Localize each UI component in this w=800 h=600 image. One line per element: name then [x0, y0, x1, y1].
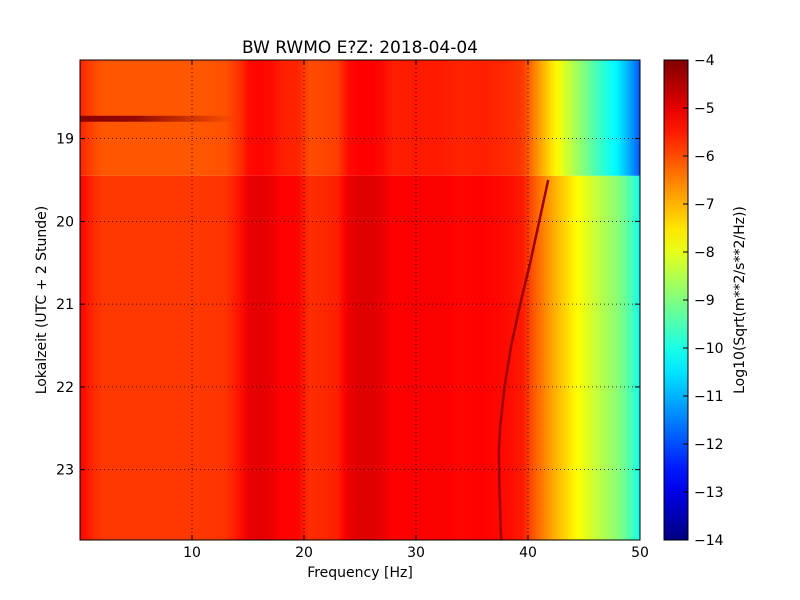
- colorbar-tick-label: −4: [694, 53, 715, 69]
- colorbar-tick-label: −7: [694, 197, 715, 213]
- time-segment: [80, 175, 640, 540]
- y-axis-ticks: 19 20 21 22 23: [56, 132, 640, 479]
- spectral-features: [80, 115, 550, 540]
- y-tick-label: 20: [56, 214, 74, 230]
- drifting-spectral-line: [497, 179, 550, 540]
- colorbar-tick-label: −12: [694, 437, 724, 453]
- x-tick-label: 30: [407, 545, 425, 561]
- colorbar-tick-label: −13: [694, 485, 724, 501]
- spectrogram-heatmap: [80, 60, 640, 540]
- colorbar-tick-label: −9: [694, 293, 715, 309]
- transient-band: [80, 115, 237, 122]
- x-axis-label: Frequency [Hz]: [307, 565, 413, 581]
- colorbar-label: Log10(Sqrt(m**2/s**2/Hz)): [732, 206, 748, 394]
- y-tick-label: 21: [56, 297, 74, 313]
- grid-lines: [80, 60, 640, 540]
- chart-title: BW RWMO E?Z: 2018-04-04: [242, 38, 478, 58]
- colorbar-tick-label: −10: [694, 341, 724, 357]
- y-tick-label: 19: [56, 132, 74, 148]
- x-tick-label: 50: [631, 545, 649, 561]
- x-tick-label: 20: [295, 545, 313, 561]
- plot-frame: [79, 59, 641, 541]
- colorbar-ticks: −4 −5 −6 −7 −8 −9 −10 −11 −12 −13 −14: [683, 53, 724, 549]
- colorbar-tick-label: −6: [694, 149, 715, 165]
- y-tick-label: 23: [56, 463, 74, 479]
- x-axis-ticks: 10 20 30 40 50: [183, 60, 649, 561]
- x-tick-label: 10: [183, 545, 201, 561]
- y-axis-label: Lokalzeit (UTC + 2 Stunde): [34, 206, 50, 395]
- colorbar-tick-label: −11: [694, 389, 724, 405]
- colorbar-tick-label: −8: [694, 245, 715, 261]
- x-tick-label: 40: [519, 545, 537, 561]
- y-tick-label: 22: [56, 380, 74, 396]
- colorbar-tick-label: −14: [694, 533, 724, 549]
- colorbar-tick-label: −5: [694, 101, 715, 117]
